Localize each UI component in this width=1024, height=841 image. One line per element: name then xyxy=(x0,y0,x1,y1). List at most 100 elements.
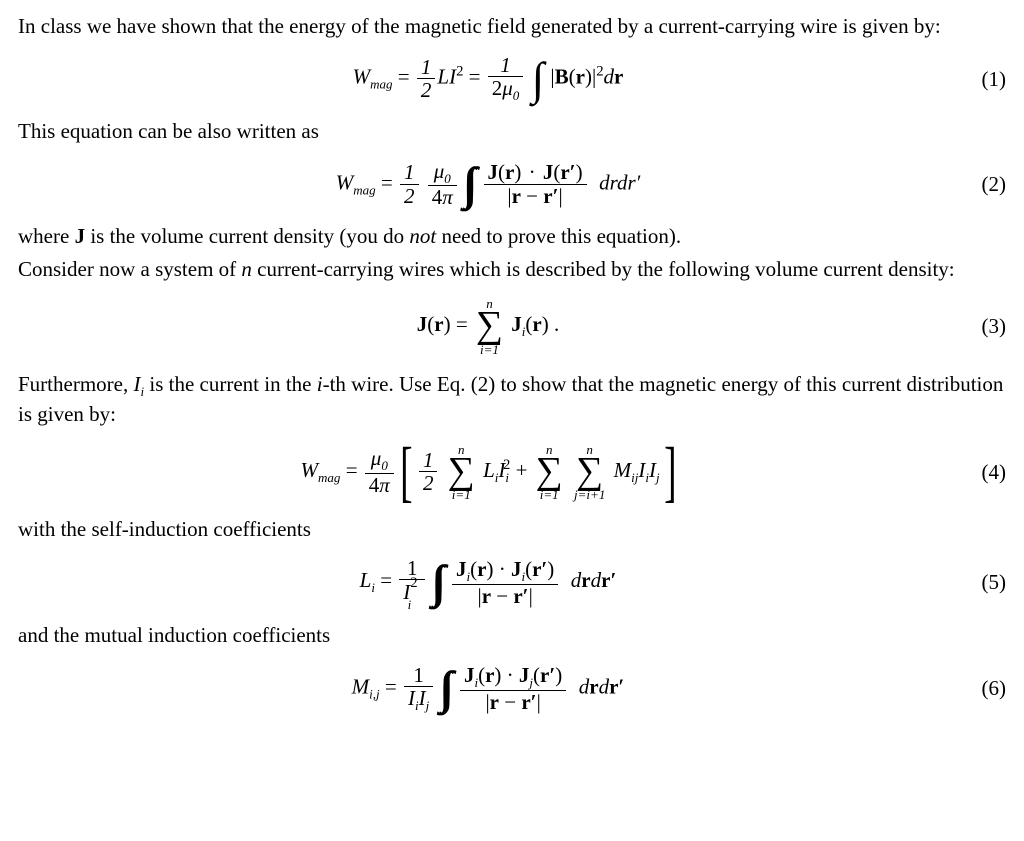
eq5-J2s: i xyxy=(521,569,525,584)
eq6-Jjs: j xyxy=(529,675,533,690)
eq4-half: 1 2 xyxy=(419,449,438,494)
eq6-Ii: I xyxy=(408,686,415,710)
eq2-half-num: 1 xyxy=(400,161,419,183)
eq6-Ms: i,j xyxy=(369,686,380,701)
eq4-s3: ∑ xyxy=(574,456,605,486)
eq4-sum2: n ∑ i=1 xyxy=(536,443,563,501)
paragraph-7: and the mutual induction coefficients xyxy=(18,621,1006,649)
eq2-mu0-num: μ0 xyxy=(428,160,457,186)
paragraph-5: Furthermore, Ii is the current in the i-… xyxy=(18,370,1006,429)
eq4-Ijs: j xyxy=(656,470,660,485)
p5b: is the current in the xyxy=(144,372,317,396)
equation-4: Wmag = μ0 4π [ 1 2 n ∑ i=1 LiIi2 + n ∑ i… xyxy=(18,443,1006,501)
eq1-f2den: 2μ0 xyxy=(488,76,524,103)
eq4-s2: ∑ xyxy=(536,456,563,486)
eq1-eq1: = xyxy=(398,65,410,89)
eq5-r: r xyxy=(477,557,486,581)
eq4-Wsub: mag xyxy=(318,470,340,485)
eq1-L: L xyxy=(437,65,449,89)
equation-4-body: Wmag = μ0 4π [ 1 2 n ∑ i=1 LiIi2 + n ∑ i… xyxy=(18,443,958,501)
equation-6: Mi,j = 1 IiIj ∫∫ Ji(r) · Jj(r′) |r − r′|… xyxy=(18,664,1006,713)
p4a: Consider now a system of xyxy=(18,257,241,281)
eq6-Ji: J xyxy=(464,663,475,687)
eq4-pi: π xyxy=(379,473,390,497)
eq2-J2: J xyxy=(543,160,554,184)
eq5-J2: J xyxy=(511,557,522,581)
equation-3-body: J(r) = n ∑ i=1 Ji(r) . xyxy=(18,297,958,355)
eq1-f2den-mu: μ xyxy=(502,76,513,100)
eq2-dc: | xyxy=(559,184,563,208)
eq3-c2: ) xyxy=(542,312,549,336)
paragraph-6: with the self-induction coefficients xyxy=(18,515,1006,543)
p3b: is the volume current density (you do xyxy=(85,224,409,248)
eq2-bigfrac-den: |r − r′| xyxy=(484,184,587,207)
eq4-mu4pi: μ0 4π xyxy=(365,447,394,496)
eq2-Wsub: mag xyxy=(353,182,375,197)
equation-1-number: (1) xyxy=(958,65,1006,93)
eq4-plus: + xyxy=(516,458,533,482)
eq4-L: L xyxy=(483,458,495,482)
eq5-Isub: i xyxy=(408,597,412,612)
eq2-mu: μ xyxy=(434,159,445,183)
eq4-rbracket: ] xyxy=(664,448,676,496)
eq6-Jis: i xyxy=(474,675,478,690)
equation-1-body: Wmag = 1 2 LI2 = 1 2μ0 ∫ |B(r)|2dr xyxy=(18,54,958,103)
eq4-hn: 1 xyxy=(419,449,438,471)
eq5-bigfrac: Ji(r) · Ji(r′) |r − r′| xyxy=(452,558,558,607)
p5a: Furthermore, xyxy=(18,372,133,396)
eq4-sum3: n ∑ j=i+1 xyxy=(574,443,605,501)
eq4-s3b: j=i+1 xyxy=(574,488,605,501)
eq4-Ij: I xyxy=(649,458,656,482)
eq4-eq: = xyxy=(340,458,362,482)
eq1-sq: 2 xyxy=(456,64,463,80)
eq6-drdr: drdr′ xyxy=(579,674,625,698)
eq2-rp: r′ xyxy=(560,160,575,184)
equation-2: Wmag = 1 2 μ0 4π ∫∫ J(r) · J(r′) |r − r′… xyxy=(18,160,1006,209)
eq5-fd: I2i xyxy=(399,579,425,607)
eq5-drdr: drdr′ xyxy=(571,568,617,592)
eq4-lbracket: [ xyxy=(400,448,412,496)
eq5-r2: r xyxy=(482,584,491,608)
eq5-dot: · xyxy=(493,557,511,581)
eq2-drdr: drdr′ xyxy=(599,170,640,194)
equation-5: Li = 1 I2i ∫∫ Ji(r) · Ji(r′) |r − r′| dr… xyxy=(18,557,1006,607)
eq2-minus: − xyxy=(521,184,543,208)
eq6-bfd: |r − r′| xyxy=(460,690,566,713)
eq4-mu0s: 0 xyxy=(381,459,388,474)
eq1-frac2: 1 2μ0 xyxy=(488,54,524,103)
equation-6-body: Mi,j = 1 IiIj ∫∫ Ji(r) · Jj(r′) |r − r′|… xyxy=(18,664,958,713)
eq6-dot: · xyxy=(501,663,519,687)
eq6-fd: IiIj xyxy=(404,686,433,713)
eq2-bigfrac-num: J(r) · J(r′) xyxy=(484,161,587,183)
eq2-W: W xyxy=(336,170,354,194)
eq3-J: J xyxy=(417,312,428,336)
eq1-p2: 2 xyxy=(596,64,603,80)
eq2-r1: r xyxy=(505,160,514,184)
eq5-rp2: r′ xyxy=(513,584,528,608)
eq5-bfn: Ji(r) · Ji(r′) xyxy=(452,558,558,584)
eq5-J1s: i xyxy=(466,569,470,584)
eq6-r2: r xyxy=(490,690,499,714)
eq4-4pi: 4π xyxy=(365,473,394,496)
eq4-mu0: μ0 xyxy=(365,447,394,473)
eq1-Br: r xyxy=(576,65,585,89)
eq5-rp: r′ xyxy=(532,557,547,581)
equation-5-body: Li = 1 I2i ∫∫ Ji(r) · Ji(r′) |r − r′| dr… xyxy=(18,557,958,607)
eq2-c2: ) xyxy=(576,160,583,184)
eq3-sigma: ∑ xyxy=(476,310,503,340)
equation-3-number: (3) xyxy=(958,312,1006,340)
equation-3: J(r) = n ∑ i=1 Ji(r) . (3) xyxy=(18,297,1006,355)
eq1-Bopen: ( xyxy=(569,65,576,89)
eq2-eq: = xyxy=(381,170,393,194)
equation-2-body: Wmag = 1 2 μ0 4π ∫∫ J(r) · J(r′) |r − r′… xyxy=(18,160,958,209)
eq1-dr: r xyxy=(614,65,623,89)
eq2-half: 1 2 xyxy=(400,161,419,206)
eq5-frac: 1 I2i xyxy=(399,557,425,607)
eq6-frac: 1 IiIj xyxy=(404,664,433,713)
eq2-four: 4 xyxy=(432,185,443,209)
eq1-f2den-0: 0 xyxy=(513,89,520,104)
intro-paragraph-2: This equation can be also written as xyxy=(18,117,1006,145)
p3c: need to prove this equation). xyxy=(436,224,681,248)
eq1-B: B xyxy=(555,65,569,89)
eq6-Ij: I xyxy=(419,686,426,710)
